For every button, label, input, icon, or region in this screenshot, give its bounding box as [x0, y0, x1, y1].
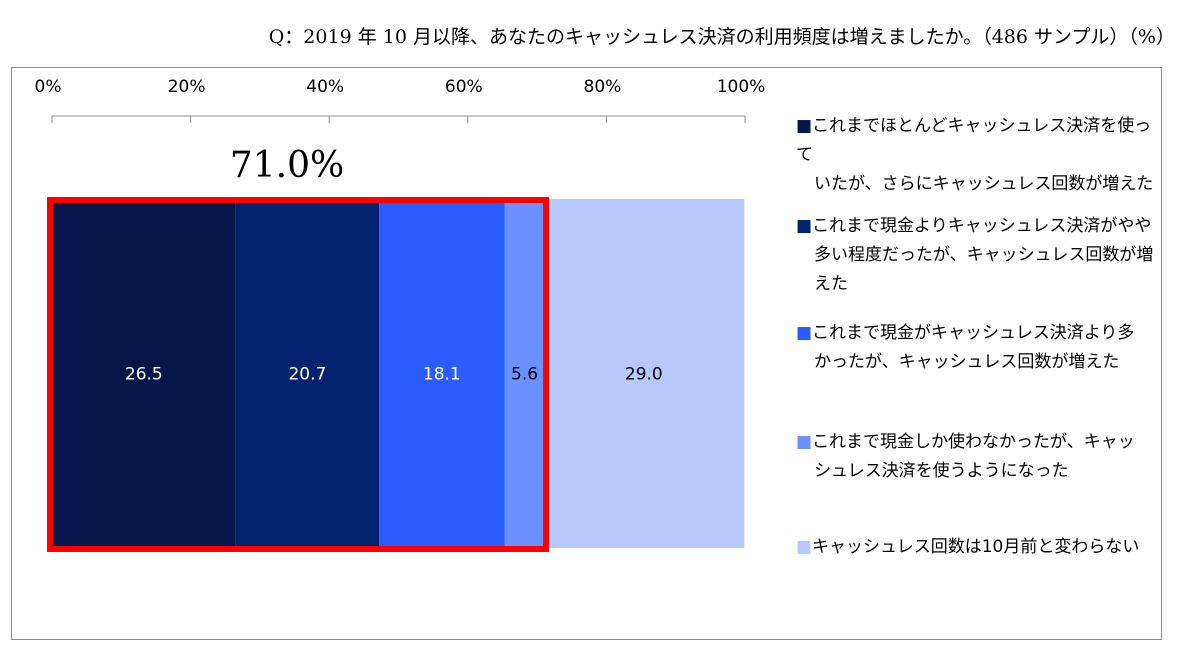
x-tick-label: 60% [445, 77, 483, 97]
data-label: 18.1 [423, 365, 461, 385]
legend-item: ■これまで現金しか使わなかったが、キャッ シュレス決済を使うようになった [796, 428, 1166, 486]
legend-swatch-icon: ■ [796, 323, 813, 343]
chart-frame [11, 67, 1162, 640]
data-label: 29.0 [625, 365, 663, 385]
data-label: 20.7 [288, 365, 326, 385]
legend-line: ■これまで現金がキャッシュレス決済より多 [796, 323, 1135, 343]
legend-swatch-icon: ■ [796, 432, 813, 452]
bar-segments [52, 199, 745, 548]
bar-segment [504, 199, 544, 548]
x-tick-label: 80% [584, 77, 622, 97]
legend-item: ■これまで現金がキャッシュレス決済より多 かったが、キャッシュレス回数が増えた [796, 319, 1166, 377]
data-labels: 26.5 20.7 18.1 5.6 29.0 [125, 365, 663, 385]
legend-item: ■キャッシュレス回数は10月前と変わらない [796, 533, 1166, 562]
legend-item: ■これまでほとんどキャッシュレス決済を使って いたが、さらにキャッシュレス回数が… [796, 112, 1166, 199]
legend-line: ■キャッシュレス回数は10月前と変わらない [796, 537, 1140, 557]
legend-line: かったが、キャッシュレス回数が増えた [814, 352, 1120, 372]
cumulative-annotation: 71.0% [230, 145, 344, 186]
x-tick-label: 40% [306, 77, 344, 97]
legend-line: シュレス決済を使うようになった [814, 461, 1069, 481]
legend-swatch-icon: ■ [796, 537, 813, 557]
stacked-bar-chart: 0% 20% 40% 60% 80% 100% 26.5 20.7 18.1 5.6 29.0 7… [35, 77, 766, 552]
legend-line: いたが、さらにキャッシュレス回数が増えた [814, 174, 1154, 194]
legend-line: えた [814, 274, 848, 294]
bar-segment [379, 199, 505, 548]
x-tick-label: 0% [35, 77, 62, 97]
bar-segment [543, 199, 745, 548]
legend-swatch-icon: ■ [796, 216, 813, 236]
legend-swatch-icon: ■ [796, 116, 813, 136]
legend-line: ■これまで現金よりキャッシュレス決済がやや [796, 216, 1152, 236]
x-tick-label: 20% [168, 77, 206, 97]
question-title: Q：2019 年 10 月以降、あなたのキャッシュレス決済の利用頻度は増えました… [268, 26, 1175, 48]
highlight-box [47, 197, 550, 552]
x-tick-label: 100% [717, 77, 766, 97]
legend-item: ■これまで現金よりキャッシュレス決済がやや 多い程度だったが、キャッシュレス回数… [796, 212, 1166, 299]
legend-line: ■これまでほとんどキャッシュレス決済を使って [796, 116, 1152, 165]
legend-line: 多い程度だったが、キャッシュレス回数が増 [814, 245, 1154, 265]
data-label: 26.5 [125, 365, 163, 385]
bar-segment [52, 199, 236, 548]
data-label: 5.6 [511, 365, 538, 385]
x-axis: 0% 20% 40% 60% 80% 100% [35, 77, 766, 123]
legend-line: ■これまで現金しか使わなかったが、キャッ [796, 432, 1135, 452]
bar-segment [235, 199, 380, 548]
